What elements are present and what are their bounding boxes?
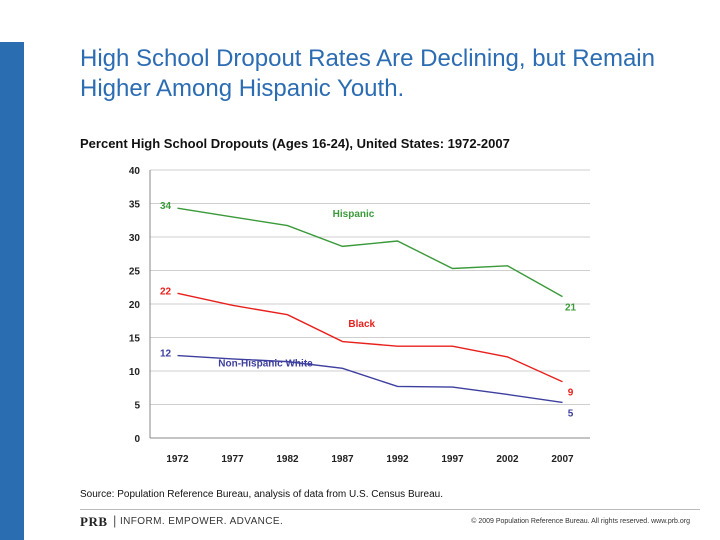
line-chart: 0 5 10 15 20 25 30 35 40 1972 1977 1982 1987 1992 1997… — [129, 166, 590, 465]
x-tick-label: 1977 — [221, 454, 244, 465]
series-name-label-hispanic: Hispanic — [333, 209, 375, 220]
series-name-label-non-hispanic-white: Non-Hispanic White — [218, 359, 313, 370]
y-tick-label: 40 — [129, 166, 141, 177]
start-value-label-black: 22 — [160, 286, 172, 297]
x-tick-label: 2007 — [551, 454, 574, 465]
footer-divider — [80, 509, 700, 510]
footer-separator: | — [113, 513, 117, 528]
chart-subtitle: Percent High School Dropouts (Ages 16-24… — [80, 136, 510, 151]
x-tick-label: 1972 — [166, 454, 189, 465]
y-tick-label: 30 — [129, 233, 141, 244]
x-tick-label: 1997 — [441, 454, 464, 465]
y-tick-label: 0 — [134, 434, 140, 445]
source-note: Source: Population Reference Bureau, ana… — [80, 489, 443, 500]
y-tick-label: 35 — [129, 200, 141, 211]
y-tick-label: 20 — [129, 300, 141, 311]
series-line-non-hispanic-white — [177, 354, 563, 404]
x-tick-label: 1992 — [386, 454, 409, 465]
series-line-black — [177, 292, 563, 383]
footer-tagline: INFORM. EMPOWER. ADVANCE. — [120, 516, 284, 527]
x-tick-label: 2002 — [496, 454, 519, 465]
y-tick-label: 10 — [129, 367, 141, 378]
accent-sidebar — [0, 42, 24, 540]
start-value-label-hispanic: 34 — [160, 201, 172, 212]
series-name-label-black: Black — [348, 319, 375, 330]
end-value-label-non-hispanic-white: 5 — [568, 408, 574, 419]
x-tick-label: 1987 — [331, 454, 354, 465]
end-value-label-hispanic: 21 — [565, 303, 577, 314]
y-tick-label: 15 — [129, 334, 141, 345]
copyright-note: © 2009 Population Reference Bureau. All … — [471, 518, 690, 525]
y-tick-label: 25 — [129, 267, 141, 278]
end-value-label-black: 9 — [568, 388, 574, 399]
x-tick-label: 1982 — [276, 454, 299, 465]
series-line-hispanic — [177, 207, 563, 298]
y-tick-label: 5 — [134, 401, 140, 412]
prb-logo: PRB — [80, 514, 108, 529]
start-value-label-non-hispanic-white: 12 — [160, 349, 172, 360]
slide-title: High School Dropout Rates Are Declining,… — [80, 45, 655, 102]
